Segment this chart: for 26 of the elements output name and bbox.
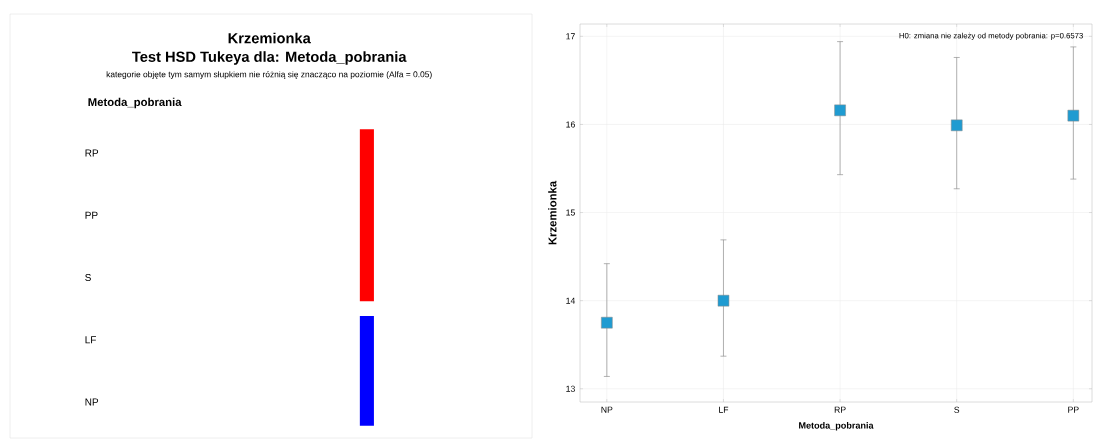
text: Krzemionka xyxy=(228,32,311,44)
y-tick-label: 13 xyxy=(566,385,575,392)
point xyxy=(1067,109,1080,122)
x-tick-label: RP xyxy=(834,406,846,413)
x-tick-label: LF xyxy=(719,406,729,413)
category-label: NP xyxy=(85,398,99,406)
category-label: LF xyxy=(85,336,96,344)
category-label: PP xyxy=(85,211,98,219)
category-label: RP xyxy=(85,149,99,157)
text: Test HSD Tukeya dla: Metoda_pobrania xyxy=(132,51,407,65)
y-tick-label: 14 xyxy=(566,297,576,304)
x-tick-label: PP xyxy=(1068,406,1079,413)
x-axis-title: Metoda_pobrania xyxy=(799,422,874,431)
x-tick-label: NP xyxy=(601,406,613,413)
x-tick-label: S xyxy=(954,406,960,413)
y-tick-label: 16 xyxy=(566,121,575,128)
category-label: S xyxy=(85,273,91,282)
y-axis-title: Krzemionka xyxy=(548,180,557,245)
text: kategorie objęte tym samym słupkiem nie różnią się znacząco na poziomie (Alfa = 0.05) xyxy=(106,71,432,79)
y-tick-label: 17 xyxy=(566,33,575,40)
text: Metoda_pobrania xyxy=(88,97,182,109)
point xyxy=(601,316,613,329)
y-tick-label: 15 xyxy=(566,209,575,216)
point xyxy=(717,294,730,307)
point xyxy=(950,119,963,132)
point xyxy=(834,104,846,117)
